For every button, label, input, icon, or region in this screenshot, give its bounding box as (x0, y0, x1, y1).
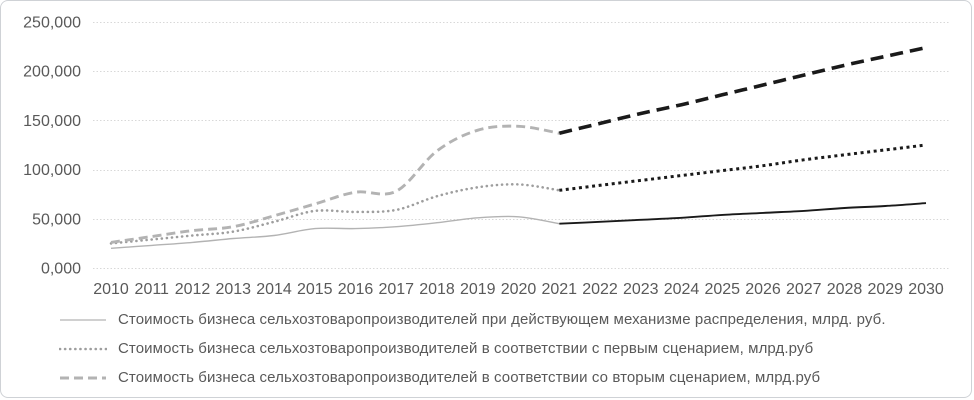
x-tick-label: 2015 (297, 281, 333, 298)
x-tick-label: 2017 (378, 281, 414, 298)
x-tick-label: 2011 (135, 281, 170, 298)
x-axis-labels: 2010 2011 2012 2013 2014 2015 2016 2017 2018 2019… (93, 281, 944, 298)
legend-label: Стоимость бизнеса сельхозтоваропроизводи… (118, 311, 886, 328)
x-tick-label: 2029 (867, 281, 903, 298)
x-tick-label: 2028 (827, 281, 863, 298)
legend-marker-dashed (60, 376, 106, 379)
x-tick-label: 2027 (786, 281, 822, 298)
y-tick-label: 50,000 (32, 211, 81, 228)
x-tick-label: 2026 (745, 281, 781, 298)
y-tick-label: 200,000 (23, 64, 81, 81)
business-value-line-chart: 0,000 50,000 100,000 150,000 200,000 250,000 2… (23, 15, 949, 298)
series-line-solid-forecast (559, 202, 927, 225)
x-tick-label: 2020 (501, 281, 537, 298)
y-tick-label: 150,000 (23, 113, 81, 130)
x-tick-label: 2013 (215, 281, 251, 298)
legend-item: Стоимость бизнеса сельхозтоваропроизводи… (59, 334, 971, 363)
chart-legend: Стоимость бизнеса сельхозтоваропроизводи… (1, 303, 971, 392)
x-tick-label: 2022 (582, 281, 618, 298)
y-tick-label: 100,000 (23, 162, 81, 179)
x-tick-label: 2025 (704, 281, 740, 298)
series-line-dashed-forecast (558, 45, 927, 135)
x-tick-label: 2024 (664, 281, 700, 298)
series-line-solid-historical (110, 215, 560, 249)
x-tick-label: 2030 (908, 281, 944, 298)
y-axis-labels: 0,000 50,000 100,000 150,000 200,000 250,000 (23, 15, 81, 278)
series-line-dotted-forecast (559, 143, 927, 192)
x-tick-label: 2023 (623, 281, 659, 298)
x-tick-label: 2019 (460, 281, 496, 298)
legend-marker-dotted (59, 347, 107, 350)
legend-marker-solid (60, 318, 106, 321)
y-tick-label: 0,000 (41, 261, 81, 278)
legend-item: Стоимость бизнеса сельхозтоваропроизводи… (59, 305, 971, 334)
series-line-dashed-historical (110, 124, 560, 244)
legend-label: Стоимость бизнеса сельхозтоваропроизводи… (118, 340, 814, 357)
x-tick-label: 2016 (338, 281, 374, 298)
x-tick-label: 2014 (256, 281, 292, 298)
x-tick-label: 2021 (541, 281, 577, 298)
x-tick-label: 2018 (419, 281, 455, 298)
x-tick-label: 2010 (93, 281, 129, 298)
y-tick-label: 250,000 (23, 15, 81, 32)
legend-label: Стоимость бизнеса сельхозтоваропроизводи… (118, 369, 821, 386)
x-tick-label: 2012 (175, 281, 211, 298)
gridlines (93, 22, 949, 269)
series-line-dotted-historical (109, 182, 561, 245)
legend-item: Стоимость бизнеса сельхозтоваропроизводи… (59, 363, 971, 392)
